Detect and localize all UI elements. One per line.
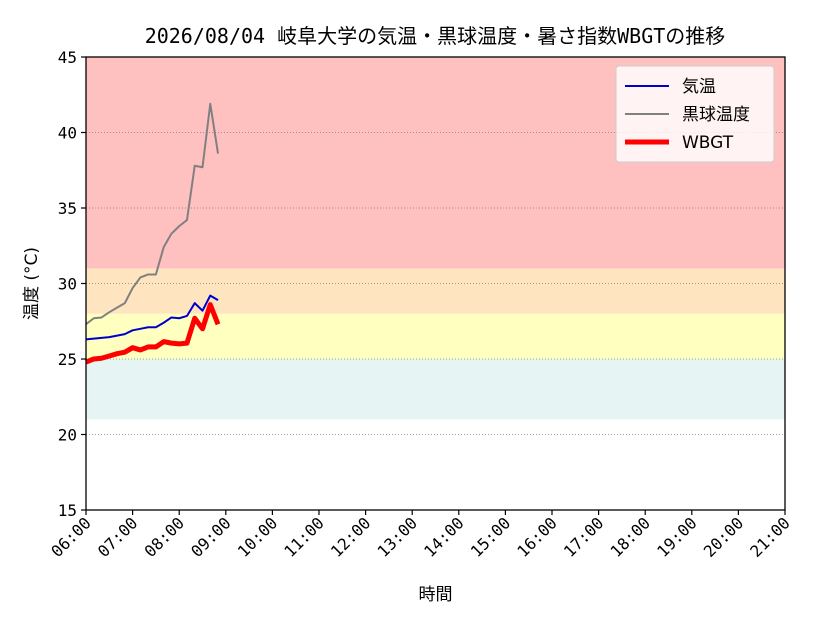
x-tick-label-10: 16:00	[513, 513, 560, 560]
risk-band-2	[86, 268, 785, 314]
legend-label-2: WBGT	[682, 133, 734, 153]
legend-label-1: 黒球温度	[682, 105, 750, 125]
y-tick-label-2: 25	[58, 350, 77, 369]
y-tick-label-6: 45	[58, 48, 77, 67]
x-axis-label: 時間	[419, 585, 453, 605]
y-tick-label-4: 35	[58, 199, 77, 218]
series-layer	[85, 102, 221, 365]
x-tick-label-1: 07:00	[94, 513, 141, 560]
legend-label-0: 気温	[682, 77, 716, 97]
x-tick-label-6: 12:00	[327, 513, 374, 560]
risk-band-0	[86, 359, 785, 420]
y-tick-label-3: 30	[58, 275, 77, 294]
x-tick-label-15: 21:00	[746, 513, 793, 560]
x-tick-label-13: 19:00	[653, 513, 700, 560]
x-tick-label-11: 17:00	[560, 513, 607, 560]
chart-title: 2026/08/04 岐阜大学の気温・黒球温度・暑さ指数WBGTの推移	[145, 24, 726, 48]
series-line-1	[85, 102, 220, 326]
x-tick-label-2: 08:00	[141, 513, 188, 560]
legend-box	[615, 65, 775, 163]
x-tick-label-7: 13:00	[374, 513, 421, 560]
x-tick-label-3: 09:00	[187, 513, 234, 560]
x-tick-label-0: 06:00	[47, 513, 94, 560]
series-line-2	[85, 302, 221, 365]
x-tick-label-12: 18:00	[607, 513, 654, 560]
y-tick-label-0: 15	[58, 501, 77, 520]
series-line-0	[85, 294, 219, 341]
x-tick-label-8: 14:00	[420, 513, 467, 560]
y-axis-label: 温度 (°C)	[22, 247, 42, 320]
x-tick-label-4: 10:00	[234, 513, 281, 560]
x-tick-label-9: 15:00	[467, 513, 514, 560]
x-tick-label-14: 20:00	[700, 513, 747, 560]
y-tick-label-1: 20	[58, 426, 77, 445]
y-tick-label-5: 40	[58, 124, 77, 143]
x-tick-label-5: 11:00	[280, 513, 327, 560]
